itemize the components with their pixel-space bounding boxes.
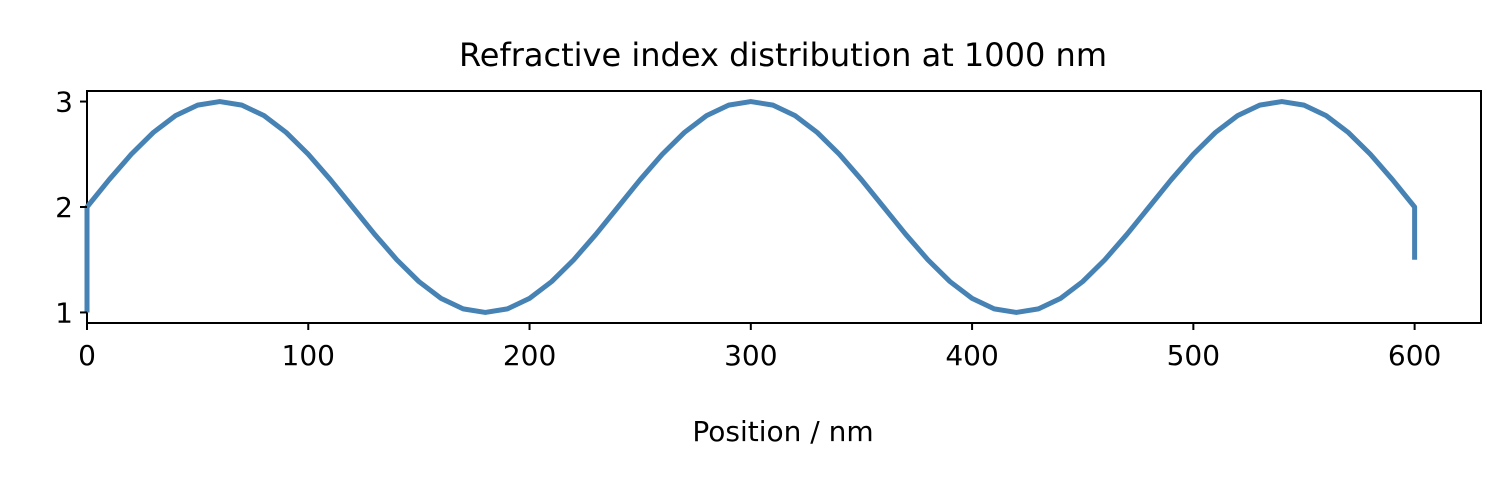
x-tick-label: 300	[724, 339, 777, 372]
series-layer	[84, 99, 1418, 315]
plot-area	[84, 90, 1482, 324]
x-tick-label: 0	[78, 339, 96, 372]
x-axis-label: Position / nm	[692, 415, 873, 448]
y-tick-label: 2	[55, 191, 73, 224]
y-tick-label: 1	[55, 296, 73, 329]
x-tick-label: 600	[1388, 339, 1441, 372]
x-tick-label: 500	[1167, 339, 1220, 372]
axes-frame	[86, 90, 1482, 324]
x-tick-label: 400	[945, 339, 998, 372]
chart-title: Refractive index distribution at 1000 nm	[459, 36, 1107, 74]
series-line-0	[84, 99, 1418, 315]
x-tick-label: 100	[282, 339, 335, 372]
y-tick-label: 3	[55, 86, 73, 119]
x-tick-label: 200	[503, 339, 556, 372]
x-axis: 0 100 200 300 400 500 600	[78, 323, 1441, 372]
y-axis: 1 2 3	[55, 86, 87, 329]
